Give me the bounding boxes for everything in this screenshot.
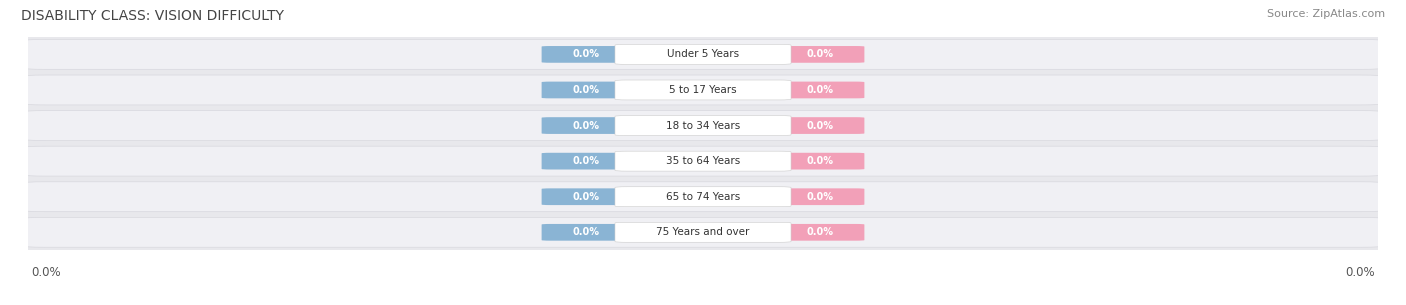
Text: 0.0%: 0.0%	[572, 85, 599, 95]
FancyBboxPatch shape	[22, 146, 1384, 176]
Text: 0.0%: 0.0%	[1346, 266, 1375, 279]
Text: 0.0%: 0.0%	[572, 49, 599, 59]
FancyBboxPatch shape	[614, 45, 792, 64]
FancyBboxPatch shape	[22, 217, 1384, 247]
FancyBboxPatch shape	[776, 117, 865, 134]
FancyBboxPatch shape	[541, 82, 630, 98]
FancyBboxPatch shape	[541, 117, 630, 134]
Legend: Male, Female: Male, Female	[634, 302, 772, 305]
Text: 5 to 17 Years: 5 to 17 Years	[669, 85, 737, 95]
Text: Under 5 Years: Under 5 Years	[666, 49, 740, 59]
Text: 0.0%: 0.0%	[572, 156, 599, 166]
Text: 18 to 34 Years: 18 to 34 Years	[666, 120, 740, 131]
Text: 0.0%: 0.0%	[807, 156, 834, 166]
FancyBboxPatch shape	[776, 188, 865, 205]
FancyBboxPatch shape	[541, 153, 630, 170]
FancyBboxPatch shape	[614, 187, 792, 207]
FancyBboxPatch shape	[541, 188, 630, 205]
Text: 0.0%: 0.0%	[31, 266, 60, 279]
Text: 0.0%: 0.0%	[572, 192, 599, 202]
FancyBboxPatch shape	[614, 116, 792, 135]
FancyBboxPatch shape	[22, 39, 1384, 69]
Text: 0.0%: 0.0%	[807, 49, 834, 59]
FancyBboxPatch shape	[614, 222, 792, 242]
FancyBboxPatch shape	[776, 82, 865, 98]
FancyBboxPatch shape	[22, 182, 1384, 212]
FancyBboxPatch shape	[776, 224, 865, 241]
FancyBboxPatch shape	[614, 151, 792, 171]
Text: 65 to 74 Years: 65 to 74 Years	[666, 192, 740, 202]
FancyBboxPatch shape	[22, 75, 1384, 105]
Text: Source: ZipAtlas.com: Source: ZipAtlas.com	[1267, 9, 1385, 19]
Text: DISABILITY CLASS: VISION DIFFICULTY: DISABILITY CLASS: VISION DIFFICULTY	[21, 9, 284, 23]
Text: 75 Years and over: 75 Years and over	[657, 227, 749, 237]
FancyBboxPatch shape	[776, 153, 865, 170]
Text: 0.0%: 0.0%	[572, 120, 599, 131]
Text: 0.0%: 0.0%	[807, 192, 834, 202]
Text: 0.0%: 0.0%	[807, 85, 834, 95]
FancyBboxPatch shape	[541, 224, 630, 241]
FancyBboxPatch shape	[776, 46, 865, 63]
Text: 0.0%: 0.0%	[572, 227, 599, 237]
Text: 0.0%: 0.0%	[807, 120, 834, 131]
FancyBboxPatch shape	[22, 111, 1384, 141]
Text: 35 to 64 Years: 35 to 64 Years	[666, 156, 740, 166]
FancyBboxPatch shape	[614, 80, 792, 100]
Text: 0.0%: 0.0%	[807, 227, 834, 237]
FancyBboxPatch shape	[541, 46, 630, 63]
